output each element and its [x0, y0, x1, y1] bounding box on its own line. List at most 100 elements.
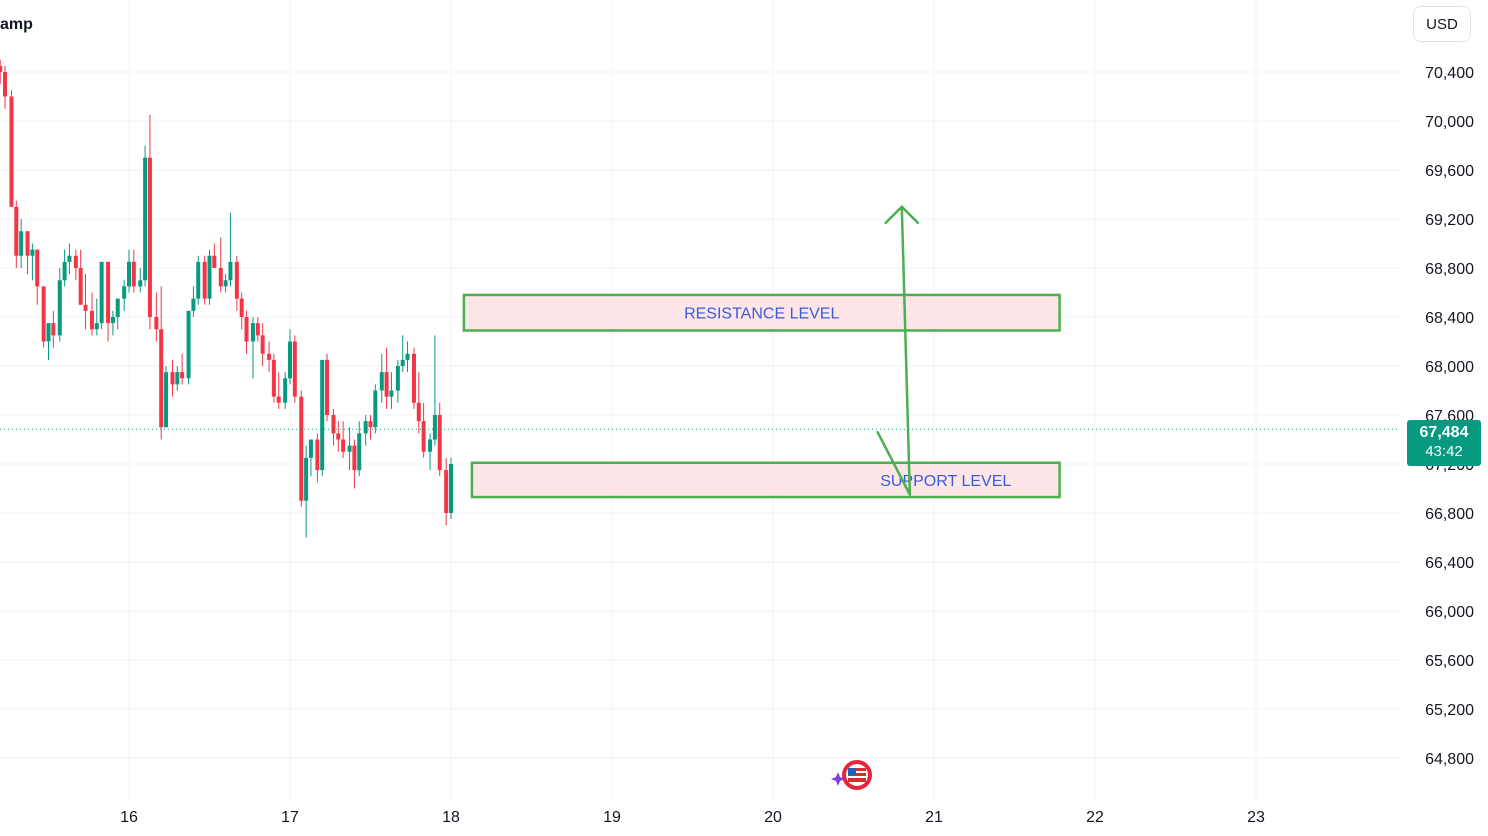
x-tick-label: 18 [442, 809, 460, 826]
candle-body [25, 231, 30, 256]
x-tick-label: 21 [925, 809, 943, 826]
arrow-head [884, 205, 920, 224]
y-tick-label: 70,000 [1425, 114, 1474, 131]
candle-body [405, 353, 410, 360]
y-tick-label: 64,800 [1425, 751, 1474, 768]
y-tick-label: 68,000 [1425, 359, 1474, 376]
candle-body [51, 323, 56, 336]
candle-body [218, 268, 223, 287]
y-tick-label: 69,200 [1425, 212, 1474, 229]
candle-body [331, 415, 336, 434]
y-axis-labels: 64,80065,20065,60066,00066,40066,80067,2… [1425, 65, 1474, 768]
candle-body [267, 353, 272, 360]
arrow-line [876, 430, 912, 496]
candle-body [400, 359, 405, 366]
candle-body [444, 470, 449, 513]
candle-body [212, 255, 217, 268]
symbol-label: amp [0, 16, 33, 33]
candle-body [223, 280, 228, 287]
zone-box [462, 293, 1061, 332]
candle-body [41, 286, 46, 342]
bar-countdown: 43:42 [1425, 443, 1463, 460]
candle-body [3, 72, 8, 97]
currency-button[interactable]: USD [1413, 6, 1471, 42]
candle-body [432, 415, 437, 440]
candle-body [357, 433, 362, 471]
candle-body [304, 457, 309, 501]
candle-body [83, 304, 88, 311]
candle-body [186, 310, 191, 379]
candle-body [175, 372, 180, 385]
candle-body [379, 372, 384, 391]
candle-body [411, 353, 416, 403]
y-tick-label: 68,800 [1425, 261, 1474, 278]
candle-body [67, 255, 72, 262]
candle-body [159, 329, 164, 428]
candle-body [260, 335, 265, 354]
candle-body [180, 372, 185, 379]
candle-body [94, 323, 99, 330]
candle-body [239, 298, 244, 317]
candle-body [106, 261, 111, 324]
y-tick-label: 66,400 [1425, 555, 1474, 572]
zone-label: RESISTANCE LEVEL [684, 306, 839, 323]
candle-body [89, 310, 94, 330]
candle-body [131, 261, 136, 287]
y-tick-label: 66,000 [1425, 604, 1474, 621]
candle-body [428, 439, 433, 452]
candle-body [143, 157, 148, 281]
arrow-layer [876, 205, 920, 496]
candle-body [352, 445, 357, 471]
candle-body [19, 231, 24, 256]
candle-body [389, 390, 394, 397]
candle-body [271, 359, 276, 397]
current-price-value: 67,484 [1419, 424, 1469, 441]
candle-body [196, 261, 201, 299]
candle-body [207, 255, 212, 299]
x-tick-label: 20 [764, 809, 782, 826]
candle-body [368, 421, 373, 428]
candle-body [202, 261, 207, 299]
candle-body [437, 415, 442, 471]
candle-body [147, 157, 152, 317]
y-tick-label: 66,800 [1425, 506, 1474, 523]
candle-body [292, 341, 297, 397]
candle-body [325, 359, 330, 415]
candle-body [115, 298, 120, 317]
candle-body [384, 372, 389, 397]
candle-body [320, 359, 325, 471]
candle-body [127, 261, 131, 287]
candle-body [110, 317, 115, 324]
x-axis-labels: 16 17 18 19 20 21 22 23 [120, 809, 1265, 826]
candle-body [234, 261, 239, 299]
arrow-line [900, 205, 912, 496]
candlestick-series [0, 59, 453, 538]
candle-body [283, 378, 288, 403]
y-tick-label: 69,600 [1425, 163, 1474, 180]
x-tick-label: 17 [281, 809, 299, 826]
candle-body [35, 249, 40, 287]
y-tick-label: 68,400 [1425, 310, 1474, 327]
y-tick-label: 65,200 [1425, 702, 1474, 719]
candle-body [336, 433, 341, 440]
candle-body [0, 65, 3, 72]
candle-body [191, 298, 196, 311]
candle-body [57, 280, 62, 336]
x-tick-label: 19 [603, 809, 621, 826]
candle-body [347, 445, 352, 452]
candle-body [154, 317, 159, 330]
candle-body [315, 439, 320, 471]
candle-body [122, 286, 127, 299]
candle-body [341, 439, 346, 452]
candle-body [46, 323, 51, 342]
candle-body [138, 280, 143, 287]
sparkle-icon [831, 772, 845, 786]
candle-body [416, 402, 421, 422]
candle-body [228, 261, 233, 281]
candle-body [14, 206, 19, 256]
x-tick-label: 23 [1247, 809, 1265, 826]
candle-body [73, 255, 78, 268]
x-tick-label: 16 [120, 809, 138, 826]
candle-body [255, 323, 260, 336]
